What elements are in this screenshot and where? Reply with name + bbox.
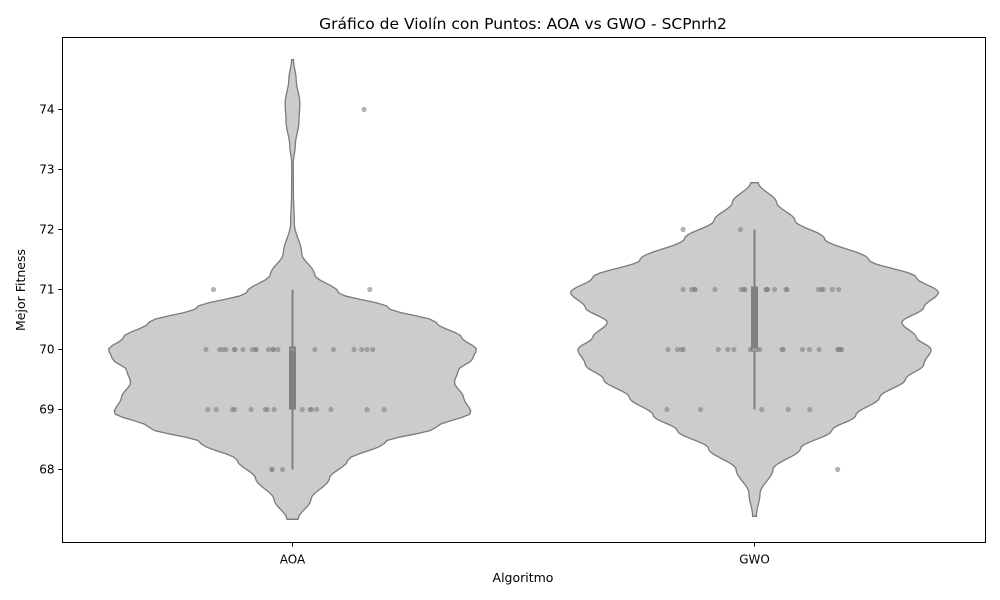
- point-gwo: [836, 286, 842, 293]
- data-points: [203, 106, 845, 473]
- point-aoa: [203, 346, 209, 353]
- point-gwo: [715, 346, 721, 353]
- point-gwo: [815, 286, 821, 293]
- point-gwo: [785, 406, 791, 413]
- point-aoa: [249, 346, 255, 353]
- point-aoa: [307, 406, 313, 413]
- point-aoa: [248, 406, 254, 413]
- point-aoa: [381, 406, 387, 413]
- point-gwo: [665, 346, 671, 353]
- point-aoa: [314, 406, 320, 413]
- point-aoa: [367, 286, 373, 293]
- point-aoa: [205, 406, 211, 413]
- point-aoa: [217, 346, 223, 353]
- point-gwo: [783, 286, 789, 293]
- point-gwo: [764, 286, 770, 293]
- point-aoa: [264, 406, 270, 413]
- y-tick-label: 74: [39, 103, 54, 117]
- y-tick-label: 68: [39, 463, 54, 477]
- point-aoa: [271, 406, 277, 413]
- x-tick-label-aoa: AOA: [280, 553, 306, 567]
- point-gwo: [816, 346, 822, 353]
- point-gwo: [689, 286, 695, 293]
- point-aoa: [240, 346, 246, 353]
- point-gwo: [664, 406, 670, 413]
- point-gwo: [837, 346, 844, 353]
- point-aoa: [213, 406, 219, 413]
- y-tick-label: 73: [39, 163, 54, 177]
- point-gwo: [835, 466, 841, 473]
- point-aoa: [330, 346, 337, 353]
- violins: [108, 59, 940, 520]
- point-aoa: [270, 346, 276, 353]
- point-gwo: [807, 406, 813, 413]
- chart-title: Gráfico de Violín con Puntos: AOA vs GWO…: [319, 15, 727, 33]
- x-axis-label: Algoritmo: [493, 570, 554, 585]
- point-aoa: [253, 346, 259, 353]
- point-gwo: [680, 226, 686, 233]
- point-gwo: [737, 226, 744, 233]
- point-gwo: [680, 286, 686, 293]
- point-gwo: [712, 286, 718, 293]
- point-gwo: [820, 286, 826, 293]
- y-tick-label: 72: [39, 223, 54, 237]
- point-aoa: [364, 406, 370, 413]
- point-aoa: [328, 406, 334, 413]
- point-gwo: [799, 346, 806, 353]
- point-aoa: [275, 346, 281, 353]
- point-aoa: [364, 346, 370, 353]
- iqr-box-gwo: [751, 286, 758, 350]
- point-aoa: [370, 346, 376, 353]
- point-gwo: [759, 406, 765, 413]
- point-aoa: [279, 466, 286, 473]
- point-aoa: [289, 346, 295, 353]
- y-axis-label: Mejor Fitness: [13, 249, 28, 331]
- point-gwo: [725, 346, 731, 353]
- point-aoa: [229, 406, 236, 413]
- point-aoa: [232, 346, 238, 353]
- iqr-box-aoa: [289, 346, 296, 410]
- point-gwo: [674, 346, 681, 353]
- point-aoa: [359, 346, 365, 353]
- point-aoa: [265, 346, 271, 353]
- x-axis: AOA GWO: [280, 542, 770, 567]
- point-gwo: [750, 346, 756, 353]
- point-gwo: [806, 346, 813, 353]
- x-tick-label-gwo: GWO: [739, 553, 770, 567]
- point-aoa: [351, 346, 357, 353]
- point-gwo: [742, 286, 748, 293]
- point-gwo: [772, 286, 778, 293]
- point-gwo: [757, 346, 763, 353]
- point-gwo: [779, 346, 785, 353]
- y-tick-label: 70: [39, 343, 54, 357]
- point-gwo: [698, 406, 704, 413]
- point-gwo: [829, 286, 835, 293]
- point-aoa: [210, 286, 217, 293]
- point-aoa: [299, 406, 305, 413]
- y-tick-label: 69: [39, 403, 54, 417]
- point-aoa: [269, 466, 275, 473]
- point-aoa: [312, 346, 318, 353]
- y-axis: 68 69 70 71 72 73 74: [39, 103, 63, 477]
- point-aoa: [361, 106, 367, 113]
- point-gwo: [680, 346, 686, 353]
- point-gwo: [731, 346, 737, 353]
- y-tick-label: 71: [39, 283, 54, 297]
